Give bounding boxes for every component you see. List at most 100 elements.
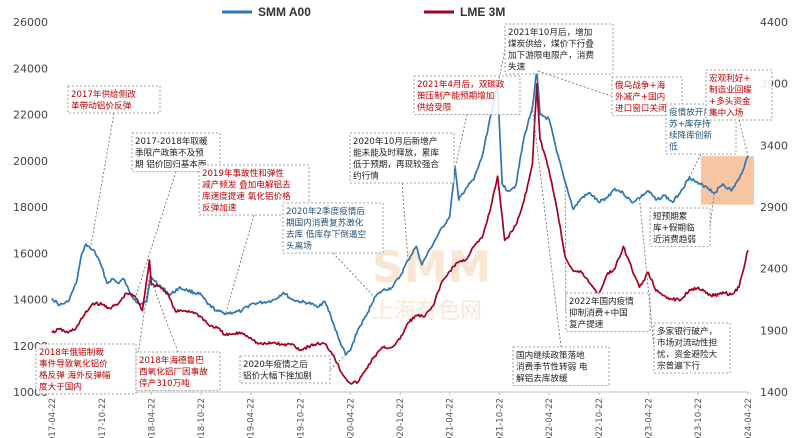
x-tick-label: 2022-10-22: [595, 398, 605, 438]
x-tick-label: 2019-04-22: [247, 398, 257, 438]
annotation-connector: [225, 214, 255, 314]
x-tick-label: 2020-10-22: [396, 398, 406, 438]
annotation-line: 革带动铝价反弹: [71, 100, 132, 112]
annotation-box: [649, 207, 711, 247]
annotation-line: 西氧化铝厂因事故: [139, 366, 208, 378]
annotation-line: 停产310万吨: [139, 377, 190, 389]
watermark-brand: SMM: [372, 242, 491, 293]
y-right-tick-label: 2900: [760, 201, 788, 214]
annotation-connector: [454, 114, 468, 168]
y-right-tick-label: 3400: [760, 139, 788, 152]
x-tick-label: 2021-04-22: [446, 398, 456, 438]
annotation-line: 格反弹 海外反弹幅: [39, 369, 111, 381]
annotation-connector: [329, 354, 346, 370]
series-line-smm-a00: [51, 69, 749, 356]
x-tick-label: 2023-10-22: [694, 398, 704, 438]
annotation-connector: [564, 181, 567, 313]
annotation-box: [67, 85, 161, 114]
annotation-line: 低于预期，再现较强合: [353, 158, 439, 170]
annotation-connector: [738, 119, 749, 157]
annotation-line: 进口窗口关闭: [615, 102, 667, 114]
annotation-line: 反弹加速: [202, 202, 237, 214]
x-tick-label: 2018-10-22: [197, 398, 207, 438]
annotation-line: 解铝去库放缓: [516, 372, 568, 384]
x-tick-label: 2020-04-22: [346, 398, 356, 438]
annotation-line: +多头资金: [709, 95, 751, 107]
annotation-line: 失速: [508, 61, 526, 73]
annotation-connector: [709, 193, 715, 228]
y-left-tick-label: 18000: [13, 201, 48, 214]
legend: SMM A00 LME 3M: [222, 5, 505, 19]
annotation-line: 库速度提速 氧化铝价格: [202, 190, 291, 202]
series-line-lme-3m: [51, 82, 749, 385]
y-left-tick-label: 24000: [13, 62, 48, 75]
axes: 1000012000140001600018000200002200024000…: [13, 16, 788, 438]
watermark: SMM 上海有色网: [372, 242, 491, 324]
annotation-line: 去库 低库存下倒逼空: [286, 228, 366, 240]
annotation-line: 2018年俄铝制裁: [39, 346, 104, 358]
annotation-line: 2018年海德鲁巴: [139, 354, 204, 366]
annotation-connector: [135, 276, 150, 370]
y-right-tick-label: 1400: [760, 386, 788, 399]
annotation-line: 季限产政策不及预: [135, 147, 204, 159]
x-tick-label: 2018-04-22: [147, 398, 157, 438]
annotation-box: [135, 351, 221, 391]
annotation-connector: [536, 70, 613, 97]
annotation-box: [504, 23, 614, 75]
series-layer: [51, 69, 749, 385]
annotation-line: 近消费趋弱: [653, 233, 696, 245]
annotation-line: 2019年事故性和弹性: [202, 167, 284, 179]
annotation-box: [413, 75, 521, 115]
y-right-tick-label: 4400: [760, 16, 788, 29]
annotation-line: 约行情: [353, 170, 379, 182]
highlight-region: [700, 156, 754, 205]
annotation-line: 俄乌战争+海: [615, 79, 666, 91]
annotation-line: 事件导致氧化铝价: [39, 358, 108, 370]
annotation-line: 2021年10月后，增加: [508, 26, 592, 38]
annotation-line: 多家银行破产，: [657, 325, 717, 337]
y-right-tick-label: 1900: [760, 324, 788, 337]
annotation-connector: [638, 197, 655, 349]
annotation-line: 供给受限: [417, 101, 452, 113]
annotation-line: 短预期累: [653, 210, 687, 222]
annotation-line: 抑制消费+中国: [569, 307, 628, 319]
annotation-line: 2021年4月后，双碳政: [417, 78, 505, 90]
y-left-tick-label: 20000: [13, 155, 48, 168]
annotation-connector: [497, 48, 506, 87]
annotation-connector: [401, 182, 409, 261]
annotation-line: 市场对流动性担: [657, 337, 718, 349]
annotation-line: 苏+库存持: [669, 118, 711, 130]
legend-label: SMM A00: [258, 5, 311, 19]
annotation-box: [653, 322, 731, 374]
x-tick-label: 2017-04-22: [48, 398, 58, 438]
annotation-line: 铝价大幅下挫加剧: [243, 370, 312, 382]
annotation-connector: [134, 171, 177, 300]
annotation-connector: [532, 107, 562, 348]
annotation-line: 2017年供给侧改: [71, 88, 136, 100]
y-right-tick-label: 2400: [760, 263, 788, 276]
annotation-line: 国内继续政策落地: [516, 349, 585, 361]
annotation-line: 2022年国内疫情: [569, 295, 634, 307]
annotation-line: 复产提速: [569, 318, 604, 330]
annotation-line: 外减产+国内: [615, 91, 665, 103]
x-tick-label: 2021-10-22: [495, 398, 505, 438]
annotation-box: [282, 202, 384, 254]
annotation-connector: [332, 252, 375, 298]
annotation-line: 2017-2018年取暖: [135, 135, 208, 147]
annotation-box: [512, 346, 610, 386]
annotation-line: 减产频发 叠加电解铝去: [202, 179, 291, 191]
annotation-line: 能未能及时释放，累库: [353, 147, 439, 159]
